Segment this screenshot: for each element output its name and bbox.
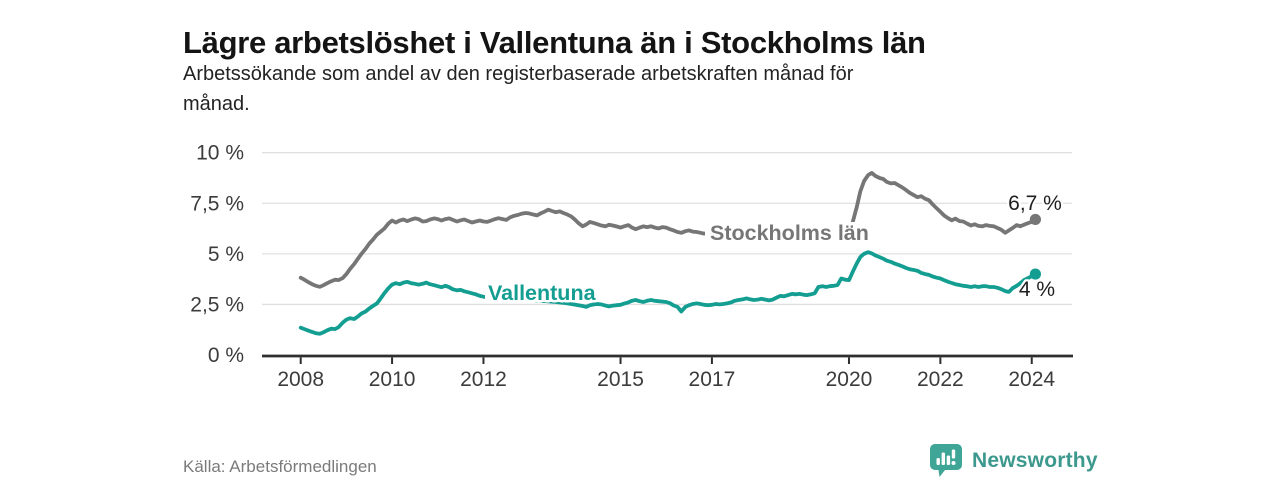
x-axis-tick-label: 2008 (277, 368, 324, 391)
newsworthy-logo-text: Newsworthy (972, 449, 1098, 472)
page-title: Lägre arbetslöshet i Vallentuna än i Sto… (183, 24, 926, 60)
y-axis-tick-label: 0 % (208, 344, 244, 367)
series-end-value-label: 4 % (1019, 278, 1055, 301)
series-end-dot-vallentuna (1029, 268, 1041, 280)
newsworthy-logo-icon (930, 444, 962, 477)
series-end-dot-stockholms-lan (1029, 213, 1041, 226)
subtitle-line-2: månad. (183, 93, 250, 115)
series-label-backing (485, 279, 605, 302)
series-label-stockholms-lan: Stockholms län (710, 221, 869, 245)
y-axis-tick-label: 5 % (208, 243, 244, 266)
y-axis-tick-label: 2,5 % (190, 293, 244, 316)
newsworthy-logo: Newsworthy (929, 443, 1098, 479)
y-axis-tick-label: 7,5 % (190, 192, 244, 215)
source-credit: Källa: Arbetsförmedlingen (183, 457, 377, 476)
x-axis-tick-label: 2020 (826, 368, 873, 391)
chart-subtitle: Arbetssökande som andel av den registerb… (183, 59, 1063, 119)
series-line-stockholms-lan (298, 170, 1038, 289)
y-axis-tick-label: 10 % (196, 142, 244, 165)
series-label-backing (705, 222, 875, 246)
subtitle-line-1: Arbetssökande som andel av den registerb… (183, 63, 854, 85)
x-axis-tick-label: 2012 (460, 368, 507, 391)
series-end-value-label: 6,7 % (1008, 192, 1062, 215)
x-axis-tick-label: 2015 (597, 368, 644, 391)
series-label-vallentuna: Vallentuna (488, 281, 597, 305)
x-axis-tick-label: 2010 (369, 368, 416, 391)
x-axis-tick-label: 2017 (689, 368, 736, 391)
x-axis-tick-label: 2024 (1008, 368, 1055, 391)
x-axis-tick-label: 2022 (917, 368, 964, 391)
series-line-vallentuna (298, 250, 1038, 336)
